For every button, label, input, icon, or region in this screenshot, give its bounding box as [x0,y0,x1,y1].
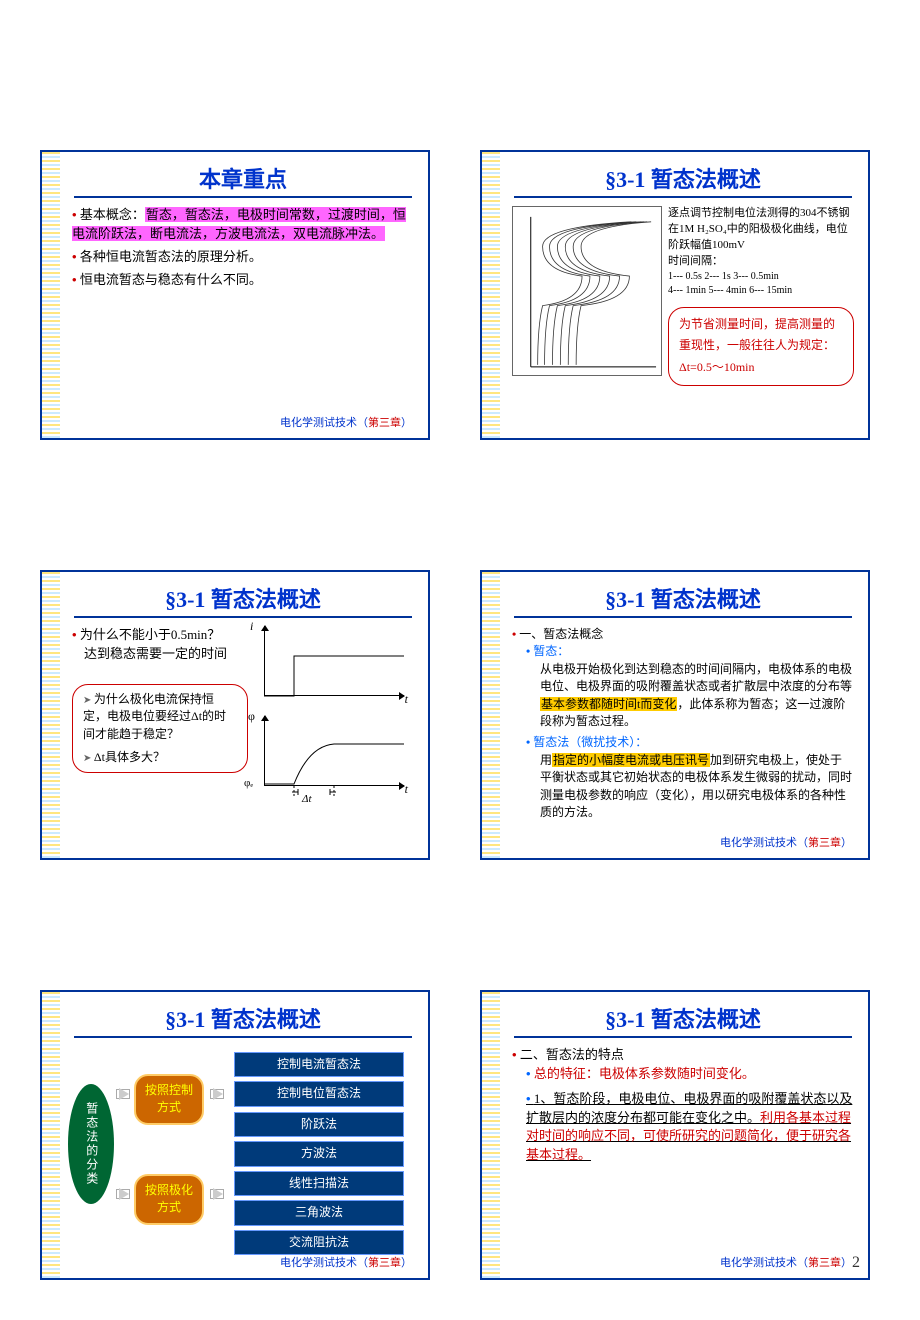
slide-footer: 电化学测试技术（第三章） [720,834,852,850]
footer-chapter: 第三章 [808,837,841,849]
footer-text: ） [841,837,852,849]
delta-t-label: Δt [302,792,312,808]
text: 用 [540,753,552,767]
slide-footer: 电化学测试技术（第三章） [280,414,412,430]
node-label: 按照控制方式 [145,1083,193,1114]
page-number: 2 [852,1254,860,1272]
note-box: 为节省测量时间，提高测量的重现性，一般往往人为规定：Δt=0.5～10min [668,307,854,386]
sub-question: 为什么极化电流保持恒定，电极电位要经过Δt的时间才能趋于稳定？ [83,691,237,743]
flow-leaf: 三角波法 [234,1200,404,1225]
current-time-plot: i t [254,626,404,706]
node-label: 按照极化方式 [145,1183,193,1214]
flow-root-node: 暂态法的分类 [68,1084,114,1204]
footer-chapter: 第三章 [368,417,401,429]
slide-title: §3-1 暂态法概述 [64,576,422,616]
slide-4: §3-1 暂态法概述 一、暂态法概念 暂态： 从电极开始极化到达到稳态的时间间隔… [480,570,870,860]
title-rule [514,616,852,618]
slide-title: §3-1 暂态法概述 [64,996,422,1036]
slide-title: 本章重点 [64,156,422,196]
footer-text: 电化学测试技术（ [720,837,808,849]
footer-text: ） [401,1257,412,1269]
flow-leaf: 控制电位暂态法 [234,1081,404,1106]
footer-text: ） [401,417,412,429]
y-axis-sublabel: φₑ [244,776,253,792]
section-heading: 一、暂态法概念 [512,626,854,643]
side-stripe [482,152,500,438]
paragraph: 用指定的小幅度电流或电压讯号加到研究电极上，使处于平衡状态或其它初始状态的电极体… [540,752,854,822]
flow-leaf: 控制电流暂态法 [234,1052,404,1077]
bullet-item: 恒电流暂态与稳态有什么不同。 [72,271,414,290]
side-stripe [482,572,500,858]
title-rule [514,196,852,198]
flow-leaf: 线性扫描法 [234,1171,404,1196]
slide-3: §3-1 暂态法概述 为什么不能小于0.5min？ 达到稳态需要一定的时间 为什… [40,570,430,860]
plot-description: 逐点调节控制电位法测得的304不锈钢在1M H₂SO₄中的阳极极化曲线，电位阶跃… [668,206,854,254]
sub-heading: 暂态： [526,643,854,660]
flow-branch-node: 按照极化方式 [134,1174,204,1225]
sub-heading: 暂态法（微扰技术）： [526,734,854,751]
polarization-plot [512,206,662,376]
footer-text: ） [841,1257,852,1269]
legend-text: 1--- 0.5s 2--- 1s 3--- 0.5min 4--- 1min … [668,270,854,299]
highlight-yellow: 基本参数都随时间t而变化 [540,697,677,711]
side-stripe [42,992,60,1278]
flow-leaf: 阶跃法 [234,1112,404,1137]
response-curve-icon [254,716,430,860]
numbered-point: 1、暂态阶段，电极电位、电极界面的吸附覆盖状态以及扩散层内的浓度分布都可能在变化… [526,1090,854,1165]
slide-title: §3-1 暂态法概述 [504,996,862,1036]
feature-line: 总的特征：电极体系参数随时间变化。 [526,1065,854,1084]
side-stripe [482,992,500,1278]
paragraph: 从电极开始极化到达到稳态的时间间隔内，电极体系的电极电位、电极界面的吸附覆盖状态… [540,661,854,731]
flow-branch-node: 按照控制方式 [134,1074,204,1125]
potential-time-plot: φ φₑ t Δt [254,716,404,796]
flow-leaf-group-bot: 阶跃法 方波法 线性扫描法 三角波法 交流阻抗法 [234,1112,404,1259]
arrow-icon [210,1189,224,1199]
plot-description: 时间间隔： [668,254,854,270]
slide-title: §3-1 暂态法概述 [504,576,862,616]
answer-line: 达到稳态需要一定的时间 [84,645,248,664]
footer-text: 电化学测试技术（ [720,1257,808,1269]
title-rule [74,616,412,618]
flow-leaf: 交流阻抗法 [234,1230,404,1255]
arrow-icon [116,1089,130,1099]
bullet-item: 各种恒电流暂态法的原理分析。 [72,248,414,267]
sub-question: Δt具体多大？ [83,749,237,767]
flow-leaf-group-top: 控制电流暂态法 控制电位暂态法 [234,1052,404,1111]
arrow-icon [210,1089,224,1099]
slide-1: 本章重点 基本概念：暂态，暂态法，电极时间常数，过渡时间，恒电流阶跃法，断电流法… [40,150,430,440]
side-stripe [42,152,60,438]
arrow-icon [116,1189,130,1199]
slide-grid: 本章重点 基本概念：暂态，暂态法，电极时间常数，过渡时间，恒电流阶跃法，断电流法… [40,150,880,1280]
title-rule [74,196,412,198]
footer-text: 电化学测试技术（ [280,417,368,429]
slide-footer: 电化学测试技术（第三章） [720,1254,852,1270]
flow-leaf: 方波法 [234,1141,404,1166]
footer-chapter: 第三章 [808,1257,841,1269]
slide-footer: 电化学测试技术（第三章） [280,1254,412,1270]
slide-title: §3-1 暂态法概述 [504,156,862,196]
highlight-yellow: 指定的小幅度电流或电压讯号 [552,753,710,767]
title-rule [514,1036,852,1038]
text: 从电极开始极化到达到稳态的时间间隔内，电极体系的电极电位、电极界面的吸附覆盖状态… [540,662,852,693]
footer-text: 电化学测试技术（ [280,1257,368,1269]
question-line: 为什么不能小于0.5min？ [72,626,248,645]
node-label: 暂态法的分类 [82,1102,99,1186]
slide-5: §3-1 暂态法概述 暂态法的分类 按照控制方式 按照极化方式 [40,990,430,1280]
side-stripe [42,572,60,858]
footer-chapter: 第三章 [368,1257,401,1269]
y-axis-label: i [250,618,253,635]
curves-icon [513,207,661,375]
section-heading: 二、暂态法的特点 [512,1046,854,1065]
title-rule [74,1036,412,1038]
bullet-item: 基本概念：暂态，暂态法，电极时间常数，过渡时间，恒电流阶跃法，断电流法，方波电流… [72,206,414,244]
slide-2: §3-1 暂态法概述 [480,150,870,440]
slide-6: §3-1 暂态法概述 二、暂态法的特点 总的特征：电极体系参数随时间变化。 1、… [480,990,870,1280]
text: 为什么不能小于0.5min？ [80,627,220,642]
text: 基本概念： [80,207,145,222]
